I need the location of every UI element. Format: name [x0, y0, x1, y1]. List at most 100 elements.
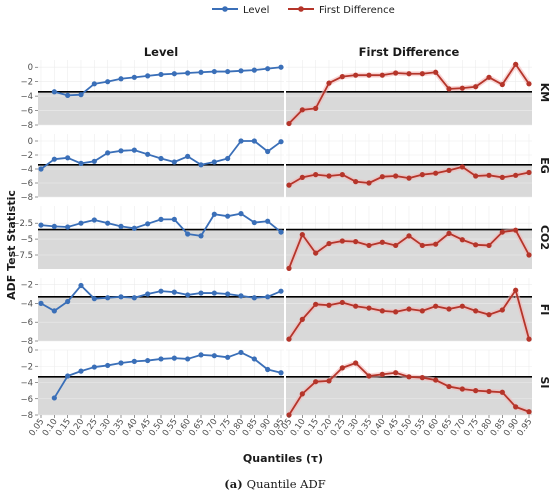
data-point [339, 238, 345, 244]
data-point [198, 162, 204, 168]
data-point [51, 395, 57, 401]
data-point [393, 309, 399, 315]
data-point [513, 61, 519, 67]
data-point [353, 72, 359, 78]
data-point [211, 290, 217, 296]
data-point [353, 360, 359, 366]
data-point [459, 303, 465, 309]
data-point [419, 375, 425, 381]
data-point [105, 295, 111, 301]
y-tick-label: −2.5 [12, 219, 33, 229]
data-point [131, 225, 137, 231]
data-point [313, 105, 319, 111]
data-point [91, 364, 97, 370]
data-point [78, 220, 84, 226]
data-point [238, 293, 244, 299]
data-point [366, 242, 372, 249]
data-point [326, 240, 332, 247]
y-tick-label: −2 [20, 78, 33, 88]
data-point [265, 66, 271, 72]
data-point [299, 316, 305, 322]
y-tick-label: −6 [20, 318, 33, 328]
data-point [278, 370, 284, 376]
column-title: First Difference [359, 45, 460, 59]
data-point [406, 374, 412, 380]
data-point [65, 298, 71, 305]
data-point [379, 174, 385, 180]
data-point [265, 366, 271, 373]
data-point [238, 211, 244, 217]
data-point [278, 64, 284, 70]
legend-entry-label: Level [243, 5, 269, 16]
data-point [513, 404, 519, 410]
y-tick-label: 0 [28, 346, 33, 356]
data-point [366, 305, 372, 311]
data-point [225, 354, 231, 360]
row-strip-label: FI [538, 304, 550, 316]
y-tick-label: −4 [20, 92, 33, 102]
rejection-region [38, 296, 284, 341]
data-point [105, 150, 111, 156]
data-point [419, 71, 425, 77]
y-tick-label: −4 [20, 379, 33, 389]
data-point [78, 92, 84, 98]
data-point [171, 71, 177, 77]
data-point [473, 388, 479, 394]
data-point [78, 368, 84, 374]
x-axis: 0.050.100.150.200.250.300.350.400.450.50… [27, 415, 534, 438]
data-point [185, 153, 191, 159]
data-point [51, 156, 57, 162]
data-point [171, 355, 177, 361]
y-tick-label: −7.5 [12, 251, 33, 261]
data-point [446, 306, 452, 312]
data-point [473, 308, 479, 314]
data-point [459, 386, 465, 392]
data-point [118, 76, 124, 82]
y-tick-label: −4 [20, 165, 33, 175]
rejection-region [286, 91, 532, 125]
data-point [158, 356, 164, 362]
y-tick-label: −2 [20, 362, 33, 372]
data-point [433, 241, 439, 247]
data-point [433, 170, 439, 176]
data-point [131, 74, 137, 80]
data-point [131, 147, 137, 153]
x-tick-label: 0.95 [515, 417, 534, 438]
data-point [51, 89, 57, 95]
data-point [366, 72, 372, 78]
data-point [526, 409, 532, 415]
data-point [78, 160, 84, 166]
data-point [486, 242, 492, 249]
row-strip-label: CO2 [538, 225, 550, 250]
data-point [286, 120, 292, 127]
y-axis-title: ADF Test Statistic [5, 190, 18, 300]
data-point [91, 158, 97, 164]
data-point [473, 242, 479, 248]
data-point [198, 233, 204, 239]
data-point [118, 223, 124, 229]
data-point [158, 288, 164, 294]
data-point [198, 352, 204, 358]
data-point [499, 174, 505, 180]
data-point [339, 172, 345, 178]
data-point [118, 294, 124, 300]
data-point [433, 303, 439, 309]
data-point [198, 69, 204, 75]
data-point [65, 224, 71, 230]
data-point [313, 250, 319, 256]
data-point [526, 81, 532, 87]
data-point [326, 173, 332, 179]
data-point [225, 213, 231, 219]
column-titles: Level First Difference [144, 45, 460, 59]
data-point [91, 296, 97, 302]
data-point [446, 167, 452, 173]
data-point [446, 230, 452, 236]
data-point [299, 232, 305, 238]
data-point [353, 303, 359, 309]
data-point [379, 239, 385, 245]
facet-panel: 0 −2 −4 −6 −8 [20, 346, 284, 421]
data-point [185, 231, 191, 237]
data-point [526, 252, 532, 258]
data-point [393, 370, 399, 376]
